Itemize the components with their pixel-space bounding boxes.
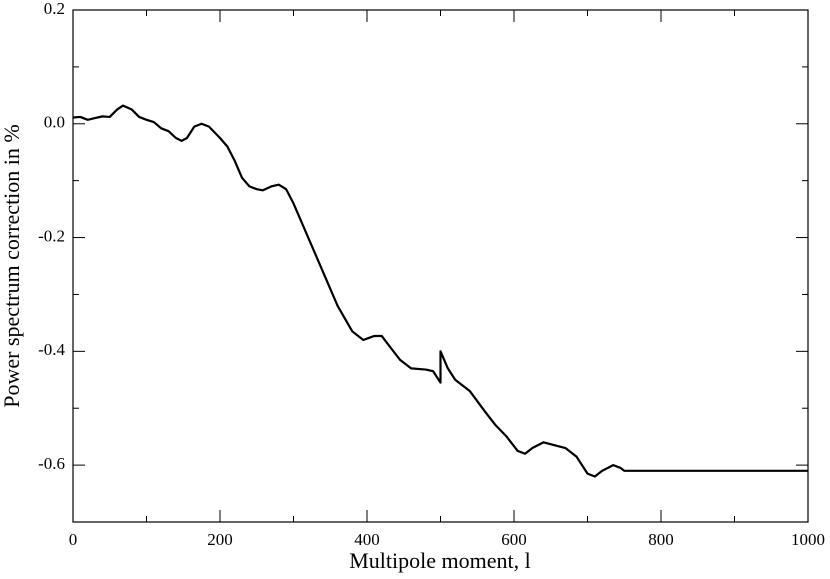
x-tick-label: 600	[501, 530, 527, 549]
x-tick-label: 400	[354, 530, 380, 549]
data-line	[72, 104, 808, 478]
x-tick-label: 0	[69, 530, 78, 549]
y-tick-label: 0.0	[44, 113, 65, 132]
y-tick-label: -0.4	[38, 340, 65, 359]
x-axis-label: Multipole moment, l	[349, 548, 531, 573]
y-tick-label: -0.6	[38, 454, 65, 473]
plot-frame	[72, 9, 809, 523]
x-tick-label: 800	[648, 530, 674, 549]
y-tick-label: 0.2	[44, 0, 65, 18]
x-tick-label: 200	[207, 530, 233, 549]
y-tick-label: -0.2	[38, 226, 65, 245]
y-axis-label: Power spectrum correction in %	[0, 124, 24, 407]
x-tick-label: 1000	[791, 530, 825, 549]
